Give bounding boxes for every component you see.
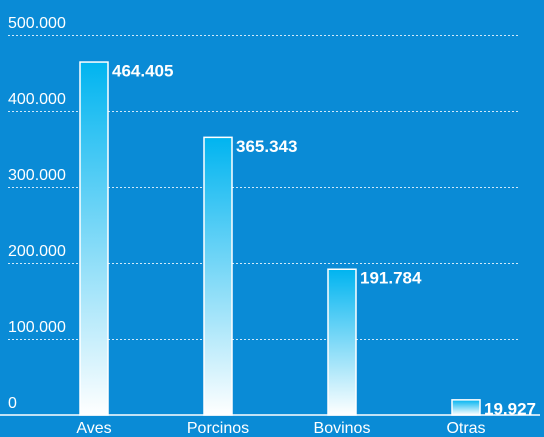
y-tick-label: 0 [8, 395, 17, 412]
bar [79, 61, 109, 416]
value-label: 191.784 [360, 269, 422, 288]
x-tick-label: Aves [76, 420, 111, 437]
x-tick-label: Otras [446, 420, 485, 437]
bar [451, 399, 481, 416]
y-tick-label: 200.000 [8, 243, 66, 260]
y-tick-label: 300.000 [8, 167, 66, 184]
y-tick-label: 100.000 [8, 319, 66, 336]
bar [327, 268, 357, 416]
value-label: 464.405 [112, 62, 173, 81]
y-tick-label: 500.000 [8, 15, 66, 32]
y-tick-label: 400.000 [8, 91, 66, 108]
value-label: 19.927 [484, 399, 536, 418]
x-tick-label: Bovinos [314, 420, 371, 437]
bar [203, 136, 233, 416]
value-label: 365.343 [236, 137, 297, 156]
x-tick-label: Porcinos [187, 420, 249, 437]
